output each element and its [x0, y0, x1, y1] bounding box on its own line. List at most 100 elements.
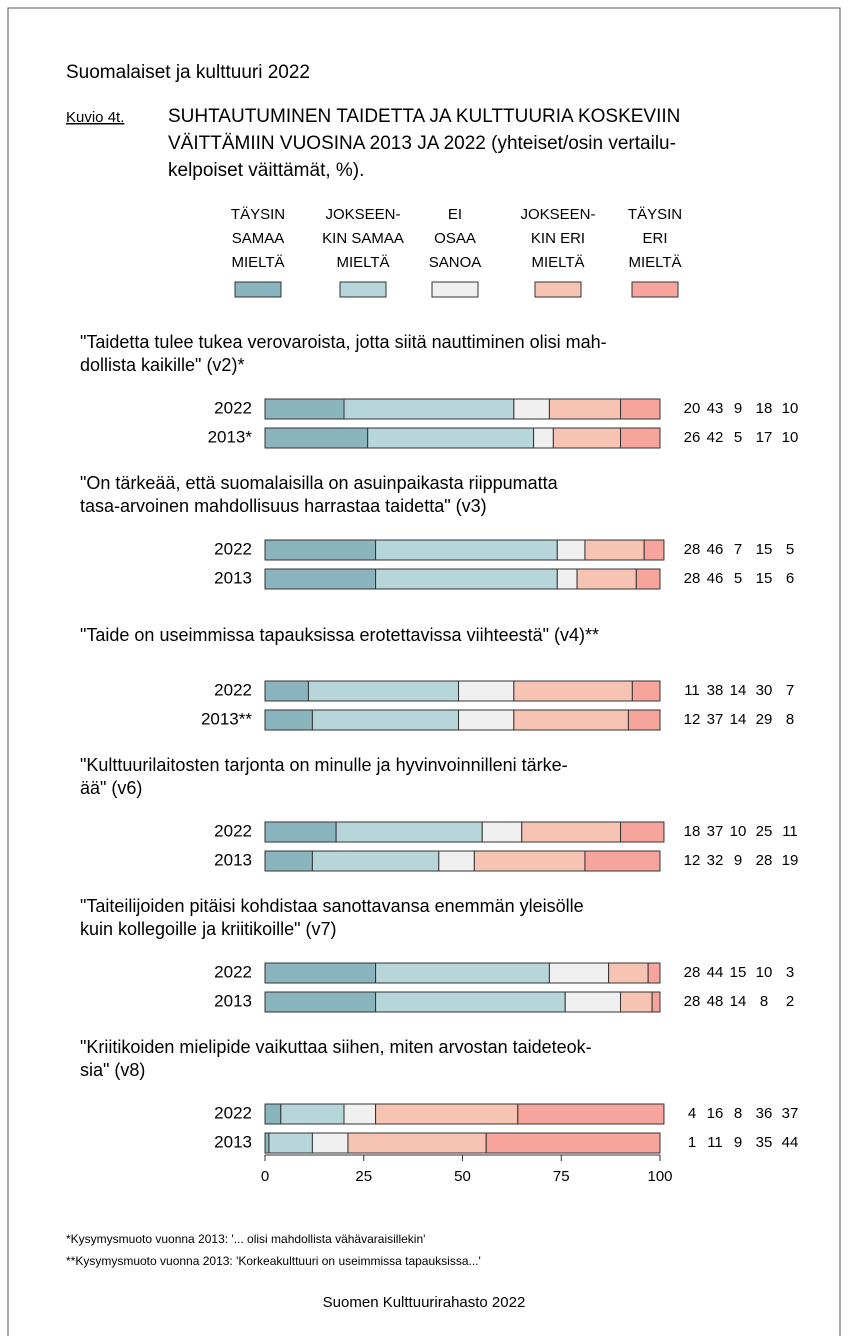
value-label: 26: [684, 429, 701, 446]
bar-segment: [307, 680, 460, 702]
value-label: 11: [707, 1134, 723, 1151]
value-label: 20: [684, 400, 701, 417]
value-label: 9: [734, 400, 742, 417]
bar-segment: [576, 568, 637, 590]
value-label: 10: [756, 964, 773, 981]
figure-label: Kuvio 4t.: [66, 109, 124, 126]
value-label: 18: [684, 823, 701, 840]
value-label: 8: [760, 993, 768, 1010]
value-label: 14: [730, 711, 747, 728]
legend-swatch: [534, 281, 582, 298]
bar-segment: [458, 680, 515, 702]
value-label: 15: [730, 964, 747, 981]
legend-label: MIELTÄ: [336, 254, 389, 271]
bar-segment: [458, 709, 515, 731]
statement: kuin kollegoille ja kriitikoille" (v7): [80, 919, 336, 939]
x-tick-label: 75: [553, 1168, 570, 1185]
value-label: 48: [707, 993, 724, 1010]
bar-segment: [631, 680, 661, 702]
legend-label: KIN SAMAA: [322, 230, 404, 247]
value-label: 30: [756, 682, 773, 699]
value-label: 5: [786, 541, 794, 558]
value-label: 16: [707, 1105, 724, 1122]
chart-title: kelpoiset väittämät, %).: [168, 160, 364, 181]
value-label: 2: [786, 993, 794, 1010]
value-label: 37: [707, 823, 724, 840]
bar-segment: [647, 962, 661, 984]
bar-segment: [375, 1103, 519, 1125]
bar-segment: [264, 568, 377, 590]
bar-segment: [280, 1103, 345, 1125]
value-label: 44: [782, 1134, 799, 1151]
bar-segment: [375, 568, 558, 590]
value-label: 8: [786, 711, 794, 728]
bar-segment: [548, 398, 622, 420]
value-label: 14: [730, 993, 747, 1010]
bar-segment: [620, 821, 665, 843]
row-label: 2022: [214, 962, 252, 981]
value-label: 7: [786, 682, 794, 699]
legend-label: MIELTÄ: [628, 254, 681, 271]
value-label: 10: [730, 823, 747, 840]
bar-segment: [343, 398, 515, 420]
frame: [7, 7, 841, 1336]
statement: tasa-arvoinen mahdollisuus harrastaa tai…: [80, 496, 487, 516]
value-label: 3: [786, 964, 794, 981]
value-label: 46: [707, 570, 724, 587]
statement: sia" (v8): [80, 1060, 145, 1080]
value-label: 28: [684, 964, 701, 981]
statement: "On tärkeää, että suomalaisilla on asuin…: [80, 473, 559, 493]
legend-label: TÄYSIN: [231, 206, 285, 223]
value-label: 37: [707, 711, 724, 728]
row-label: 2022: [214, 539, 252, 558]
statement: "Kriitikoiden mielipide vaikuttaa siihen…: [80, 1037, 592, 1057]
legend-label: TÄYSIN: [628, 206, 682, 223]
value-label: 43: [707, 400, 724, 417]
bar-segment: [564, 991, 622, 1013]
value-label: 17: [756, 429, 773, 446]
legend-swatch: [431, 281, 479, 298]
x-tick-label: 100: [647, 1168, 672, 1185]
legend-label: KIN ERI: [531, 230, 585, 247]
row-label: 2013: [214, 1132, 252, 1151]
value-label: 15: [756, 570, 773, 587]
value-label: 46: [707, 541, 724, 558]
source: Suomen Kulttuurirahasto 2022: [323, 1294, 526, 1311]
value-label: 42: [707, 429, 724, 446]
bar-segment: [311, 709, 460, 731]
bar-segment: [264, 709, 313, 731]
bar-segment: [264, 850, 313, 872]
value-label: 25: [756, 823, 773, 840]
value-label: 10: [782, 400, 799, 417]
footnote: *Kysymysmuoto vuonna 2013: '... olisi ma…: [66, 1232, 425, 1246]
value-label: 4: [688, 1105, 696, 1122]
bar-segment: [264, 539, 377, 561]
bar-segment: [513, 398, 550, 420]
bar-segment: [513, 680, 633, 702]
legend-label: MIELTÄ: [531, 254, 584, 271]
value-label: 37: [782, 1105, 799, 1122]
bar-segment: [548, 962, 610, 984]
statement: dollista kaikille" (v2)*: [80, 355, 244, 375]
row-label: 2022: [214, 821, 252, 840]
row-label: 2013: [214, 568, 252, 587]
bar-segment: [264, 1103, 282, 1125]
bar-segment: [481, 821, 523, 843]
bar-segment: [556, 568, 578, 590]
bar-segment: [620, 398, 661, 420]
statement: "Taidetta tulee tukea verovaroista, jott…: [80, 332, 607, 352]
value-label: 44: [707, 964, 724, 981]
legend-label: ERI: [642, 230, 667, 247]
value-label: 28: [756, 852, 773, 869]
statement: "Taiteilijoiden pitäisi kohdistaa sanott…: [80, 896, 584, 916]
value-label: 7: [734, 541, 742, 558]
chart-title: VÄITTÄMIIN VUOSINA 2013 JA 2022 (yhteise…: [168, 133, 676, 154]
bar-segment: [311, 1132, 349, 1154]
legend-label: SAMAA: [232, 230, 285, 247]
value-label: 11: [782, 823, 798, 840]
bar-segment: [264, 398, 345, 420]
value-label: 5: [734, 570, 742, 587]
bar-segment: [556, 539, 586, 561]
bar-segment: [343, 1103, 377, 1125]
